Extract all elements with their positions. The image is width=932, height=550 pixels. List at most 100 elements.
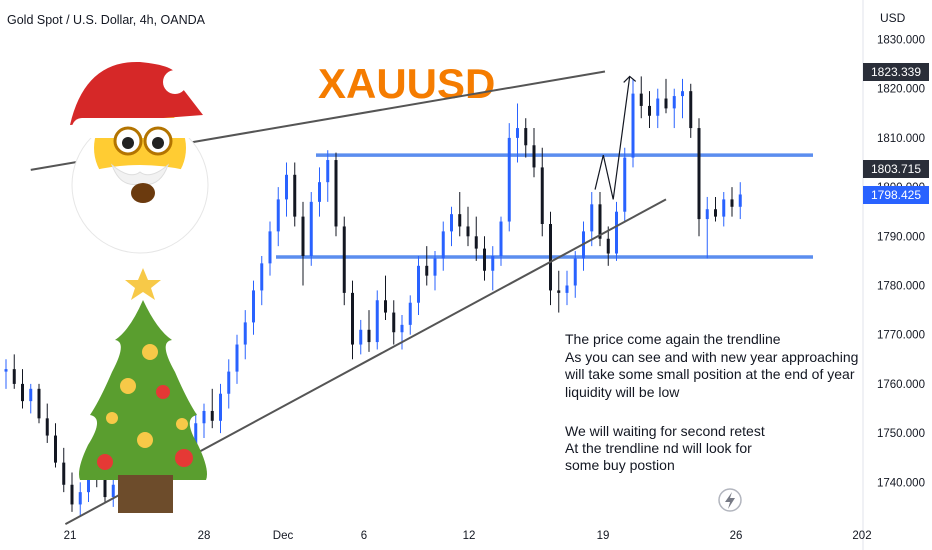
- candle-body: [301, 216, 305, 256]
- price-tag-last-price: 1798.425: [863, 185, 929, 204]
- symbol-header: Gold Spot / U.S. Dollar, 4h, OANDA: [7, 13, 206, 27]
- candle-body: [474, 236, 478, 249]
- price-tag-upper-trend: 1823.339: [863, 63, 929, 82]
- horizontal-levels[interactable]: [276, 153, 813, 259]
- candle-body: [367, 329, 371, 343]
- annotation-line: will take some small position at the end…: [564, 366, 855, 382]
- annotation-line: some buy postion: [565, 457, 675, 473]
- candle-body: [722, 199, 726, 217]
- candle-body: [219, 393, 222, 421]
- candle-body: [194, 423, 198, 446]
- y-tick-label: 1810.000: [877, 133, 925, 145]
- candle-body: [111, 484, 115, 498]
- candle-body: [524, 128, 528, 146]
- candle-body: [466, 226, 470, 237]
- x-tick-label: 21: [64, 530, 77, 542]
- candle-body: [557, 290, 561, 293]
- candle-body: [417, 265, 420, 303]
- candle-body: [334, 160, 338, 227]
- candle-body: [78, 492, 82, 505]
- candle-body: [12, 369, 16, 384]
- x-tick-label: 12: [463, 530, 476, 542]
- candle-body: [590, 204, 594, 232]
- candle-body: [681, 91, 684, 97]
- candle-body: [458, 214, 462, 227]
- candle-body: [37, 388, 41, 419]
- candle-body: [672, 96, 676, 109]
- candle-body: [392, 312, 396, 333]
- candle-body: [598, 204, 602, 239]
- price-tag-resistance: 1803.715: [863, 159, 929, 178]
- candle-body: [384, 300, 387, 313]
- candle-body: [656, 98, 660, 116]
- y-tick-label: 1770.000: [877, 330, 925, 342]
- candle-body: [507, 137, 511, 222]
- candle-body: [532, 145, 536, 168]
- annotation-line: The price come again the trendline: [565, 331, 781, 347]
- candle-body: [285, 174, 288, 200]
- projection-polyline: [594, 76, 631, 200]
- y-tick-label: 1740.000: [877, 477, 925, 489]
- candle-body: [70, 484, 74, 505]
- candle-body: [738, 194, 742, 207]
- x-tick-label: 26: [730, 530, 743, 542]
- y-tick-label: 1780.000: [877, 281, 925, 293]
- candle-body: [293, 174, 297, 217]
- candle-body: [29, 388, 33, 402]
- chart-title: XAUUSD: [318, 60, 495, 107]
- y-tick-label: 1830.000: [877, 35, 925, 47]
- candle-body: [309, 201, 313, 256]
- candle-body: [631, 93, 635, 158]
- candle-body: [573, 258, 577, 286]
- x-tick-label: 28: [198, 530, 211, 542]
- candle-body: [202, 410, 206, 424]
- y-tick-label: 1820.000: [877, 84, 925, 96]
- candle-body: [400, 324, 404, 333]
- candle-body: [450, 214, 453, 232]
- candle-body: [54, 435, 57, 463]
- candle-body: [714, 209, 717, 217]
- candle-body: [62, 462, 66, 485]
- candle-body: [565, 285, 569, 293]
- y-axis-ticks: 1830.0001820.0001810.0001800.0001790.000…: [877, 35, 925, 490]
- candle-body: [491, 255, 495, 271]
- candle-body: [648, 105, 651, 116]
- candle-body: [549, 224, 552, 291]
- y-tick-label: 1750.000: [877, 428, 925, 440]
- candle-body: [499, 221, 503, 256]
- candle-body: [425, 265, 429, 276]
- candle-body: [615, 211, 618, 254]
- candle-body: [433, 258, 437, 276]
- candle-body: [664, 98, 668, 109]
- candle-body: [483, 248, 486, 271]
- x-tick-label: 6: [361, 530, 367, 542]
- candle-body: [441, 231, 445, 259]
- candle-body: [252, 290, 255, 323]
- candle-body: [235, 344, 239, 372]
- projection-path[interactable]: [594, 75, 637, 200]
- candle-body: [4, 369, 8, 372]
- y-tick-label: 1760.000: [877, 379, 925, 391]
- x-tick-label: Dec: [273, 530, 294, 542]
- annotation-line: We will waiting for second retest: [565, 423, 765, 439]
- candle-body: [21, 383, 24, 402]
- annotation-line: At the trendline nd will look for: [565, 440, 752, 456]
- lightning-icon[interactable]: [718, 488, 742, 512]
- x-tick-label: 202: [852, 530, 871, 542]
- candle-body: [103, 479, 107, 498]
- candle-body: [318, 182, 321, 202]
- currency-label: USD: [880, 11, 906, 25]
- candle-body: [210, 410, 214, 421]
- candle-body: [87, 472, 90, 493]
- x-axis-ticks: 21 28 Dec 6 12 19 26 202: [64, 530, 872, 542]
- candle-body: [342, 226, 346, 293]
- candle-body: [351, 292, 354, 345]
- candle-body: [705, 209, 709, 220]
- candle-body: [260, 263, 264, 291]
- candle-body: [516, 128, 519, 138]
- y-tick-label: 1790.000: [877, 231, 925, 243]
- candle-body: [540, 167, 544, 224]
- candle-body: [689, 91, 693, 129]
